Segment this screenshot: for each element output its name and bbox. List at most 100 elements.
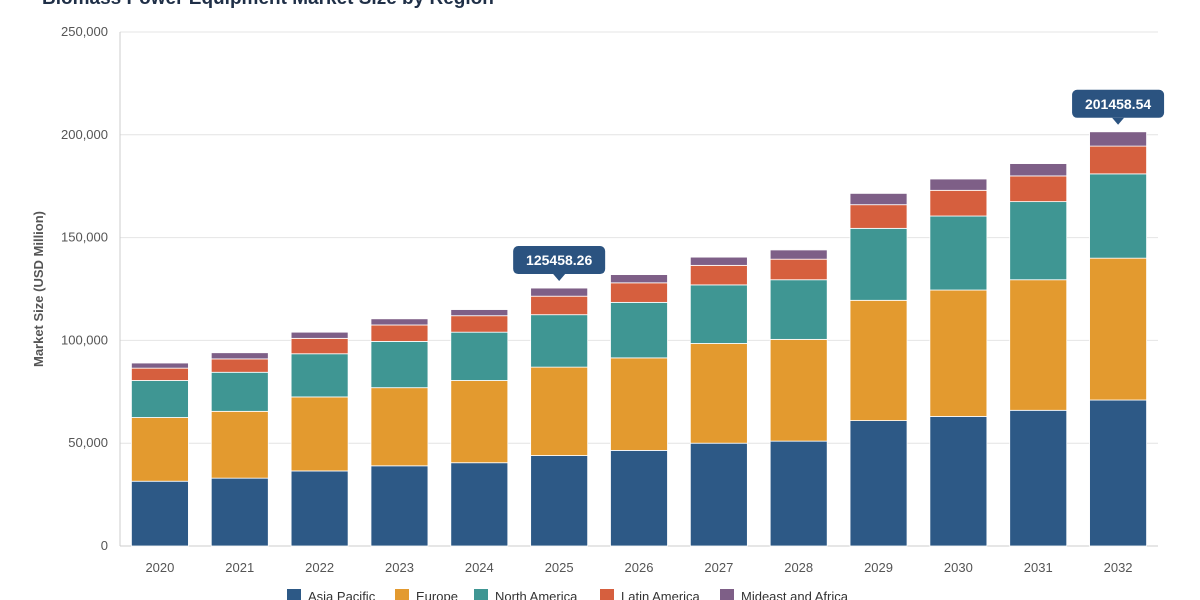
bar-segment-latin-america <box>929 189 988 217</box>
bar-segment-europe <box>1089 257 1147 401</box>
legend-label: Europe <box>416 589 458 600</box>
x-tick-label: 2022 <box>305 560 334 575</box>
bar-segment-latin-america <box>849 204 908 229</box>
x-tick-label: 2031 <box>1024 560 1053 575</box>
legend-swatch <box>600 589 614 600</box>
legend-label: Asia Pacific <box>308 589 376 600</box>
bar-segment-latin-america <box>370 324 429 342</box>
bar-segment-latin-america <box>530 295 589 316</box>
bar-segment-north-america <box>450 331 509 381</box>
bar-segment-north-america <box>929 215 988 291</box>
bar-segment-north-america <box>131 380 189 418</box>
y-tick-label: 0 <box>101 538 108 553</box>
x-tick-label: 2028 <box>784 560 813 575</box>
bar-segment-mideast-and-africa <box>210 352 269 360</box>
y-tick-label: 50,000 <box>68 435 108 450</box>
bar-segment-asia-pacific <box>849 420 908 547</box>
x-tick-label: 2024 <box>465 560 494 575</box>
legend-swatch <box>720 589 734 600</box>
y-tick-label: 200,000 <box>61 127 108 142</box>
bar-segment-north-america <box>689 284 748 344</box>
bar-segment-mideast-and-africa <box>769 249 828 260</box>
x-tick-label: 2032 <box>1104 560 1133 575</box>
bar-segment-mideast-and-africa <box>610 274 668 284</box>
bar-segment-mideast-and-africa <box>530 287 589 297</box>
bar-segment-asia-pacific <box>370 465 429 547</box>
bar-segment-north-america <box>210 371 269 412</box>
callout-pointer <box>553 274 566 282</box>
legend-swatch <box>395 589 409 600</box>
bar-segment-asia-pacific <box>450 462 509 547</box>
bar-segment-north-america <box>610 301 668 359</box>
x-tick-label: 2025 <box>545 560 574 575</box>
bar-segment-latin-america <box>769 258 828 281</box>
legend-swatch <box>474 589 488 600</box>
y-tick-label: 100,000 <box>61 332 108 347</box>
x-tick-label: 2023 <box>385 560 414 575</box>
bar-segment-mideast-and-africa <box>849 192 908 206</box>
bar-segment-europe <box>610 357 668 451</box>
y-tick-label: 250,000 <box>61 24 108 39</box>
x-tick-label: 2020 <box>145 560 174 575</box>
callout-box <box>1072 89 1165 118</box>
legend-label: Latin America <box>621 589 701 600</box>
bar-segment-asia-pacific <box>290 470 349 547</box>
bar-segment-europe <box>370 387 429 467</box>
bar-segment-latin-america <box>689 264 748 286</box>
bar-segment-north-america <box>530 314 589 368</box>
bar-segment-mideast-and-africa <box>1009 163 1068 177</box>
bar-segment-asia-pacific <box>769 440 828 547</box>
bar-segment-europe <box>689 343 748 444</box>
callout-label: 125458.26 <box>526 252 592 268</box>
bar-segment-asia-pacific <box>131 480 189 547</box>
y-tick-label: 150,000 <box>61 230 108 245</box>
bar-segment-asia-pacific <box>1089 399 1147 547</box>
bar-segment-mideast-and-africa <box>450 309 509 317</box>
x-tick-label: 2030 <box>944 560 973 575</box>
bar-segment-latin-america <box>610 282 668 303</box>
bar-segment-mideast-and-africa <box>1089 131 1147 147</box>
bar-segment-asia-pacific <box>689 442 748 547</box>
bar-segment-europe <box>1009 279 1068 411</box>
bar-segment-north-america <box>769 279 828 340</box>
bar-segment-europe <box>290 396 349 472</box>
bar-segment-north-america <box>370 341 429 389</box>
bar-segment-europe <box>210 410 269 479</box>
bar-segment-europe <box>849 299 908 421</box>
bar-segment-mideast-and-africa <box>290 331 349 339</box>
bar-segment-mideast-and-africa <box>929 178 988 191</box>
callout-pointer <box>1112 117 1125 125</box>
bar-segment-europe <box>929 289 988 417</box>
callout-box <box>513 246 606 275</box>
bar-segment-europe <box>450 380 509 464</box>
legend-swatch <box>287 589 301 600</box>
bar-segment-mideast-and-africa <box>689 256 748 266</box>
legend-label: North America <box>495 589 578 600</box>
bar-segment-europe <box>131 417 189 482</box>
bar-segment-north-america <box>1009 201 1068 281</box>
legend-label: Mideast and Africa <box>741 589 849 600</box>
bar-segment-asia-pacific <box>929 416 988 547</box>
x-tick-label: 2027 <box>704 560 733 575</box>
bar-segment-north-america <box>1089 173 1147 259</box>
bar-segment-latin-america <box>290 337 349 355</box>
bar-segment-asia-pacific <box>210 477 269 547</box>
bar-segment-latin-america <box>1089 145 1147 175</box>
bar-segment-asia-pacific <box>530 455 589 547</box>
bar-segment-north-america <box>849 227 908 301</box>
x-tick-label: 2021 <box>225 560 254 575</box>
callout-label: 201458.54 <box>1085 96 1151 112</box>
x-tick-label: 2029 <box>864 560 893 575</box>
y-axis-title: Market Size (USD Million) <box>31 211 46 367</box>
chart-title: Biomass Power Equipment Market Size by R… <box>42 0 494 10</box>
x-tick-label: 2026 <box>625 560 654 575</box>
bar-segment-asia-pacific <box>1009 409 1068 547</box>
bar-segment-europe <box>530 366 589 456</box>
bar-segment-mideast-and-africa <box>131 362 189 369</box>
bar-segment-europe <box>769 338 828 442</box>
bar-segment-latin-america <box>1009 175 1068 203</box>
bar-segment-latin-america <box>450 315 509 333</box>
bar-segment-latin-america <box>210 358 269 373</box>
